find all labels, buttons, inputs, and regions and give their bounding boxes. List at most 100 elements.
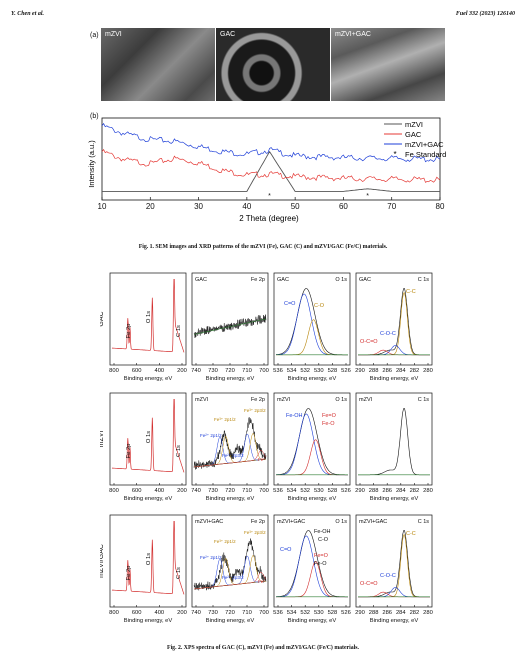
xrd-xtick-label: 80	[436, 202, 445, 211]
xps-peak-label: C=O	[284, 301, 296, 307]
xps-xtick-label: 400	[154, 488, 164, 494]
xps-peak-label: Fe²⁺ 2p1/2	[200, 433, 222, 438]
xps-panel-frame	[273, 272, 351, 366]
xps-panel-sample: mZVI	[277, 397, 291, 403]
xps-xtick-label: 284	[396, 610, 406, 616]
xps-survey-o: O 1s	[146, 431, 152, 443]
xps-panel-frame	[355, 392, 433, 486]
xps-peak-label: C-C	[406, 289, 416, 295]
xps-xtick-label: 288	[369, 610, 379, 616]
xps-panel-sample: mZVI+GAC	[195, 519, 223, 525]
xps-xtick-label: 528	[328, 610, 338, 616]
xps-row-label: mZVI	[100, 431, 105, 448]
legend-gac: GAC	[405, 130, 422, 139]
xps-o1s-component	[276, 439, 348, 476]
xps-xtick-label: 700	[259, 610, 269, 616]
xrd-xtick-label: 10	[98, 202, 107, 211]
xps-xtick-label: 526	[341, 488, 351, 494]
xps-peak-label: C-O	[318, 537, 329, 543]
xps-xtick-label: 282	[410, 368, 420, 374]
xps-fe2p-baseline	[193, 318, 267, 335]
xrd-plot-frame	[101, 117, 441, 201]
xps-xtick-label: 740	[191, 610, 201, 616]
xps-xtick-label: 800	[109, 488, 119, 494]
sem-image-mzvi-gac: mZVI+GAC	[331, 28, 445, 110]
xrd-xtick-label: 70	[387, 202, 396, 211]
xps-panel-region: C 1s	[418, 519, 430, 525]
xps-peak-label: C-C	[406, 531, 416, 537]
xps-panel-frame	[273, 392, 351, 486]
xps-survey-spectrum	[111, 399, 185, 473]
xps-xtick-label: 286	[382, 488, 392, 494]
xps-o1s-component	[275, 413, 348, 476]
xps-peak-label: Fe²⁺ 2p3/2	[222, 453, 244, 458]
xps-xtick-label: 288	[369, 368, 379, 374]
xps-peak-label: Fe=O	[322, 413, 337, 419]
xps-survey-o: O 1s	[146, 553, 152, 565]
xps-survey-fe: Fe 2p	[126, 324, 132, 339]
xps-survey-fe: Fe 2p	[126, 566, 132, 581]
xps-xtick-label: 730	[208, 368, 218, 374]
xps-xtick-label: 526	[341, 368, 351, 374]
sem-image-mzvi: mZVI	[101, 28, 215, 110]
xrd-xtick-label: 60	[339, 202, 348, 211]
xps-row-label: mZVI/GAC	[100, 544, 105, 578]
xps-xtick-label: 710	[242, 488, 252, 494]
xps-survey-fe: Fe 2p	[126, 444, 132, 459]
xps-peak-label: Fe²⁺ 2p1/2	[200, 555, 222, 560]
xps-survey-c: C 1s	[176, 567, 182, 579]
xps-survey-o: O 1s	[146, 311, 152, 323]
xps-xtick-label: 536	[273, 368, 283, 374]
xps-xtick-label: 280	[423, 488, 433, 494]
xps-xtick-label: 710	[242, 368, 252, 374]
xps-o1s-envelope	[276, 530, 348, 598]
xps-xtick-label: 282	[410, 610, 420, 616]
xps-xlabel: Binding energy, eV	[370, 496, 419, 502]
xps-xtick-label: 600	[132, 368, 142, 374]
xps-xtick-label: 280	[423, 610, 433, 616]
xps-xtick-label: 290	[355, 368, 365, 374]
xps-xlabel: Binding energy, eV	[124, 496, 173, 502]
xps-xtick-label: 710	[242, 610, 252, 616]
xrd-xtick-label: 30	[194, 202, 203, 211]
xps-xtick-label: 730	[208, 488, 218, 494]
xps-peak-label: C-O-C	[380, 573, 396, 579]
xps-xtick-label: 284	[396, 368, 406, 374]
xps-xlabel: Binding energy, eV	[370, 618, 419, 624]
xps-xtick-label: 534	[287, 488, 297, 494]
xps-panel-region: C 1s	[418, 397, 430, 403]
xps-peak-label: C-O-C	[380, 331, 396, 337]
xps-xtick-label: 528	[328, 488, 338, 494]
xrd-fe-marker: *	[268, 193, 271, 200]
xps-xtick-label: 700	[259, 488, 269, 494]
xps-xtick-label: 700	[259, 368, 269, 374]
fig2-caption: Fig. 2. XPS spectra of GAC (C), mZVI (Fe…	[167, 645, 359, 651]
xps-peak-label: O-C=O	[360, 581, 378, 587]
xrd-xtick-label: 20	[146, 202, 155, 211]
xps-xtick-label: 286	[382, 368, 392, 374]
xps-peak-label: Fe-O	[322, 421, 335, 427]
xps-panel-frame	[355, 514, 433, 608]
xps-xtick-label: 288	[369, 488, 379, 494]
xps-panel-frame	[191, 514, 269, 608]
running-header-journal: Fuel 332 (2023) 126140	[455, 11, 515, 17]
xps-o1s-envelope	[276, 408, 348, 476]
xps-xtick-label: 400	[154, 368, 164, 374]
sem-label-mzvi-gac: mZVI+GAC	[335, 31, 371, 38]
xps-peak-label: Fe⁰	[258, 457, 265, 462]
xps-xtick-label: 730	[208, 610, 218, 616]
xps-figure: GAC 800 600 400 200 Binding energy, eV Fe 2p O …	[100, 272, 433, 624]
xps-xlabel: Binding energy, eV	[206, 376, 255, 382]
xps-c1s-component	[358, 587, 430, 598]
xps-xtick-label: 534	[287, 368, 297, 374]
xrd-xlabel: 2 Theta (degree)	[239, 214, 299, 223]
xps-xtick-label: 600	[132, 610, 142, 616]
xps-panel-sample: mZVI	[359, 397, 373, 403]
xps-panel-frame	[273, 514, 351, 608]
xps-panel-sample: mZVI+GAC	[277, 519, 305, 525]
xps-xlabel: Binding energy, eV	[370, 376, 419, 382]
legend-mzvi: mZVI	[405, 120, 423, 129]
xps-xtick-label: 530	[314, 368, 324, 374]
xps-xlabel: Binding energy, eV	[206, 618, 255, 624]
xps-xtick-label: 720	[225, 488, 235, 494]
